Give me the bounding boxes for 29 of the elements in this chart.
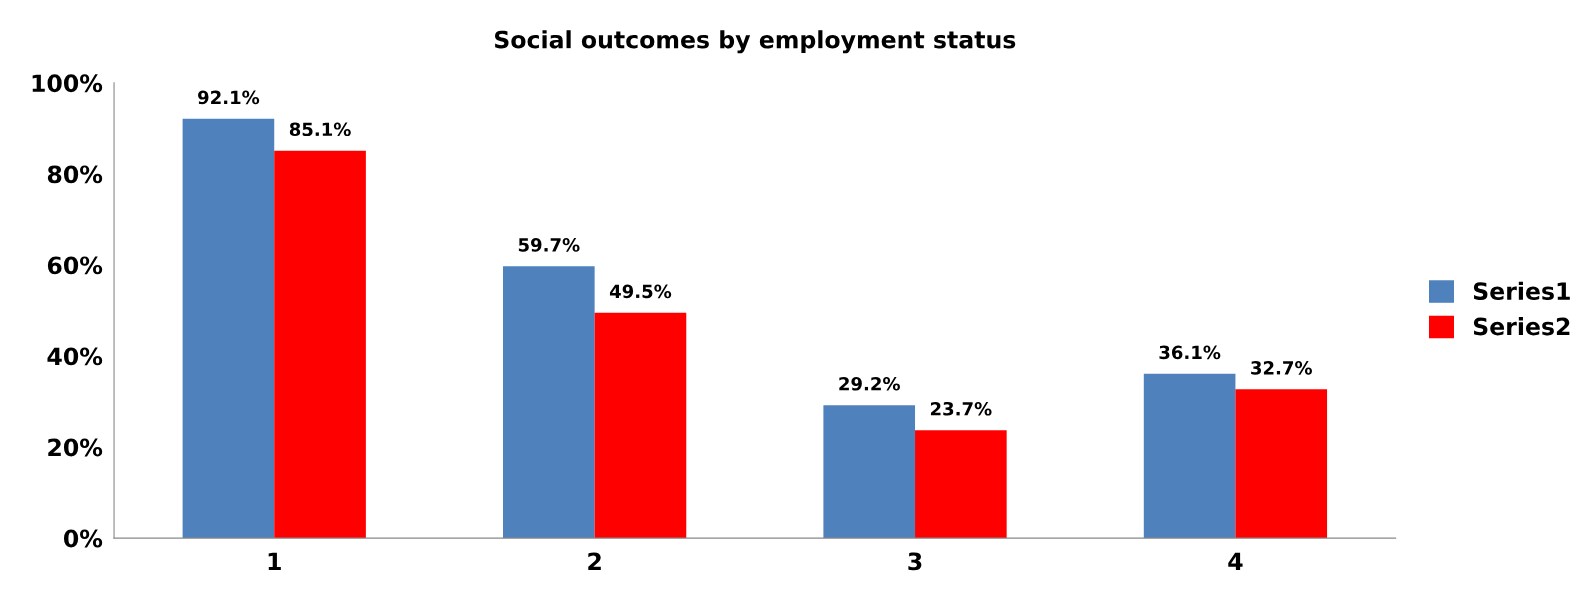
x-tick-label: 1 xyxy=(268,552,281,570)
data-label: 29.2% xyxy=(839,376,900,391)
x-tick-label: 3 xyxy=(908,552,922,571)
y-tick-label: 100% xyxy=(32,74,103,93)
data-label: 85.1% xyxy=(289,122,351,137)
y-tick-label: 20% xyxy=(48,438,103,457)
data-label: 59.7% xyxy=(518,238,580,252)
y-tick-label: 0% xyxy=(63,529,103,548)
y-tick-label: 80% xyxy=(47,165,103,184)
bar xyxy=(503,266,595,539)
bar xyxy=(823,405,916,539)
bar xyxy=(594,312,687,539)
bar xyxy=(915,430,1007,539)
y-tick-label: 60% xyxy=(47,256,103,275)
data-label: 23.7% xyxy=(930,401,992,416)
bar xyxy=(274,150,366,539)
data-label: 49.5% xyxy=(609,284,672,299)
data-label: 32.7% xyxy=(1251,361,1312,375)
data-label: 36.1% xyxy=(1159,345,1221,360)
bar xyxy=(182,118,275,539)
y-tick-label: 40% xyxy=(47,347,103,366)
bar xyxy=(1235,389,1328,539)
x-tick-label: 4 xyxy=(1228,552,1243,570)
legend-label: Series1 xyxy=(1473,281,1570,301)
bar xyxy=(1143,373,1236,539)
x-tick-label: 2 xyxy=(588,552,601,570)
chart-title: Social outcomes by employment status xyxy=(494,30,1016,54)
data-label: 92.1% xyxy=(198,90,260,105)
legend-label: Series2 xyxy=(1473,317,1570,336)
